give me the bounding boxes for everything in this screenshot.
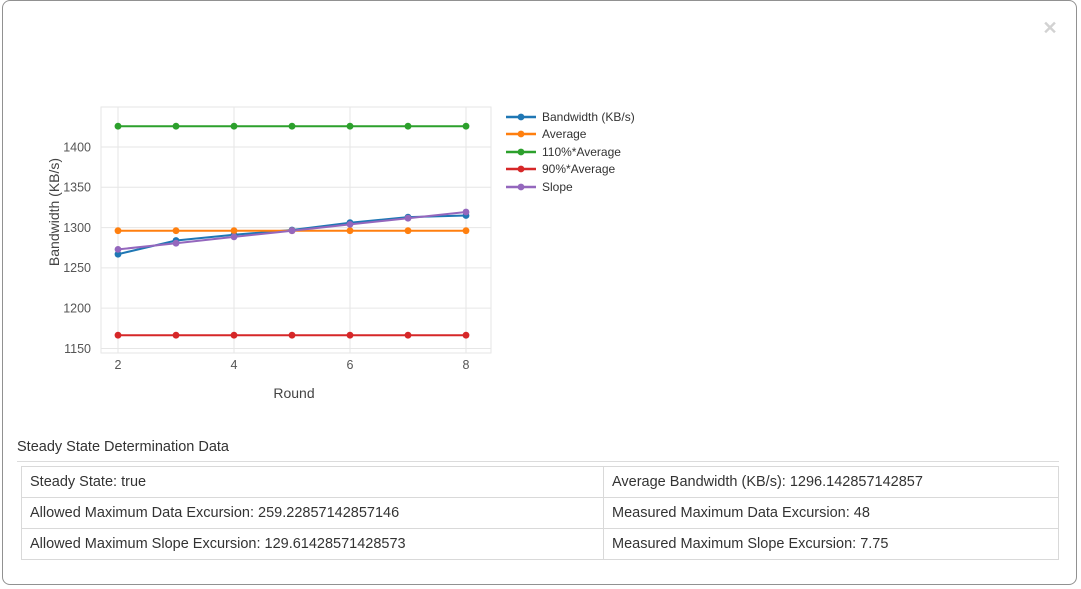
steady-state-table: Steady State: true Average Bandwidth (KB… [21, 466, 1059, 560]
series-markers-average [114, 227, 470, 235]
legend-label: 110%*Average [542, 144, 621, 159]
series-markers-slope [114, 208, 470, 253]
svg-text:1250: 1250 [63, 261, 91, 275]
legend-label: Average [542, 127, 587, 142]
cell-measured-slope-excursion: Measured Maximum Slope Excursion: 7.75 [603, 528, 1059, 560]
legend-swatch-icon [506, 148, 536, 156]
series-markers-90-average [114, 331, 470, 339]
series-markers-110-average [114, 122, 470, 130]
chart-legend: Bandwidth (KB/s) Average 110%*Average 90%*A… [506, 108, 635, 196]
legend-label: Bandwidth (KB/s) [542, 109, 635, 124]
table-title: Steady State Determination Data [17, 439, 1059, 462]
cell-average-bandwidth: Average Bandwidth (KB/s): 1296.142857142… [603, 466, 1059, 498]
chart-plot-area: 1150 1200 1250 1300 1350 1400 2 4 6 8 [63, 106, 492, 372]
y-tick-labels: 1150 1200 1250 1300 1350 1400 [63, 140, 91, 356]
table-row: Allowed Maximum Slope Excursion: 129.614… [21, 528, 1059, 560]
table-row: Steady State: true Average Bandwidth (KB… [21, 466, 1059, 498]
legend-swatch-icon [506, 183, 536, 191]
svg-text:2: 2 [115, 358, 122, 372]
svg-text:8: 8 [463, 358, 470, 372]
svg-text:1200: 1200 [63, 301, 91, 315]
svg-text:6: 6 [347, 358, 354, 372]
table-row: Allowed Maximum Data Excursion: 259.2285… [21, 497, 1059, 529]
x-tick-labels: 2 4 6 8 [115, 358, 470, 372]
legend-item-average[interactable]: Average [506, 126, 635, 144]
legend-item-bandwidth-kb-s[interactable]: Bandwidth (KB/s) [506, 108, 635, 126]
bandwidth-chart: 1150 1200 1250 1300 1350 1400 2 4 6 8 Bandwidth (… [3, 1, 1078, 431]
steady-state-section: Steady State Determination Data Steady S… [3, 439, 1078, 560]
svg-text:4: 4 [231, 358, 238, 372]
series-markers-bandwidth-kb-s [114, 212, 470, 258]
close-icon[interactable]: ✕ [1042, 18, 1058, 38]
legend-item-slope[interactable]: Slope [506, 178, 635, 196]
x-axis-title: Round [273, 385, 315, 401]
svg-text:1150: 1150 [64, 342, 91, 356]
legend-label: 90%*Average [542, 162, 616, 177]
legend-swatch-icon [506, 113, 536, 121]
svg-text:1350: 1350 [63, 181, 91, 195]
series-line-bandwidth-kb-s [117, 214, 467, 256]
legend-item-110-average[interactable]: 110%*Average [506, 143, 635, 161]
legend-label: Slope [542, 179, 573, 194]
svg-text:1400: 1400 [63, 140, 91, 154]
legend-item-90-average[interactable]: 90%*Average [506, 161, 635, 179]
cell-allowed-slope-excursion: Allowed Maximum Slope Excursion: 129.614… [21, 528, 604, 560]
legend-swatch-icon [506, 165, 536, 173]
legend-swatch-icon [506, 130, 536, 138]
svg-text:1300: 1300 [63, 221, 91, 235]
y-axis-title: Bandwidth (KB/s) [46, 157, 62, 267]
cell-measured-data-excursion: Measured Maximum Data Excursion: 48 [603, 497, 1059, 529]
cell-allowed-data-excursion: Allowed Maximum Data Excursion: 259.2285… [21, 497, 604, 529]
cell-steady-state: Steady State: true [21, 466, 604, 498]
